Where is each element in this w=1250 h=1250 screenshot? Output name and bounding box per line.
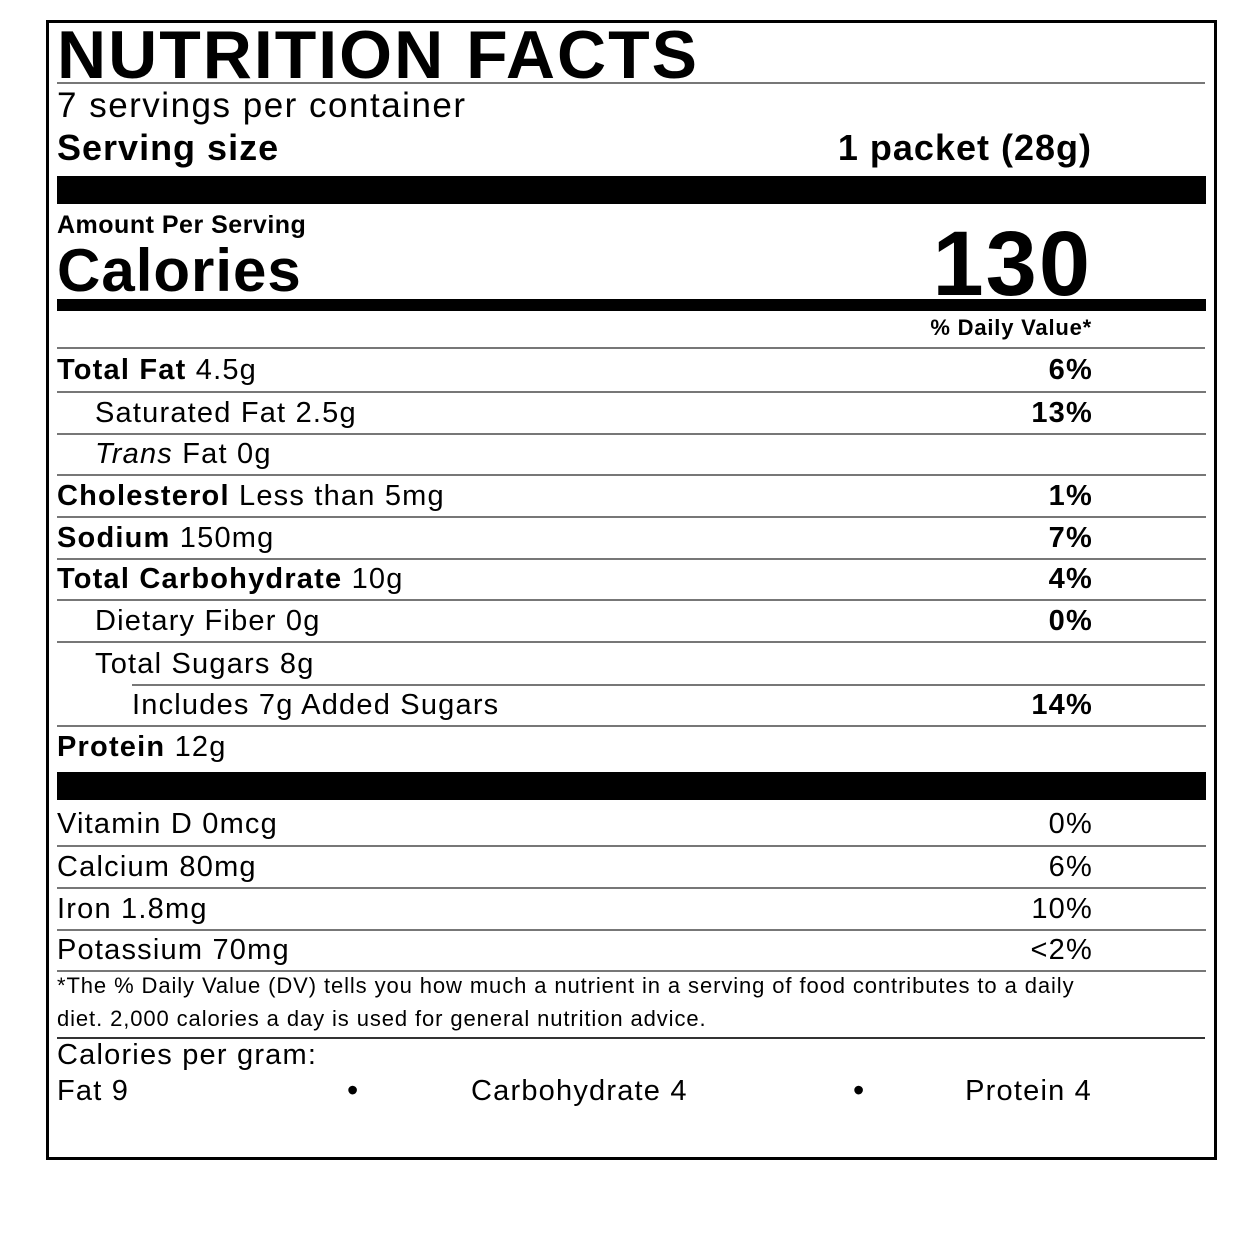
nutrient-name: Fat bbox=[182, 438, 228, 470]
medium-divider bbox=[57, 299, 1206, 311]
footnote-line-2: diet. 2,000 calories a day is used for g… bbox=[57, 1006, 707, 1031]
nutrient-amount: 70mg bbox=[212, 934, 290, 966]
nutrient-amount: 0mcg bbox=[202, 808, 278, 840]
divider bbox=[57, 82, 1205, 84]
nutrient-row-sodium: Sodium 150mg 7% bbox=[57, 518, 1206, 560]
nutrient-amount: 1.8mg bbox=[121, 892, 208, 925]
amount-per-serving: Amount Per Serving bbox=[57, 211, 307, 239]
calories-per-gram-protein: Protein 4 bbox=[965, 1075, 1092, 1107]
nutrient-row-dietary-fiber: Dietary Fiber 0g 0% bbox=[57, 601, 1206, 643]
nutrient-dv: <2% bbox=[1030, 934, 1093, 966]
micronutrient-row-iron: Iron 1.8mg 10% bbox=[57, 889, 1206, 931]
nutrient-amount: 10g bbox=[351, 563, 404, 595]
micronutrient-row-vitamin-d: Vitamin D 0mcg 0% bbox=[57, 804, 1206, 847]
nutrient-row-total-carbohydrate: Total Carbohydrate 10g 4% bbox=[57, 560, 1206, 601]
nutrition-label-frame bbox=[46, 20, 1217, 1160]
divider bbox=[132, 684, 1205, 686]
nutrient-row-total-sugars: Total Sugars 8g bbox=[57, 643, 1206, 685]
bullet-separator: • bbox=[853, 1072, 865, 1108]
nutrient-dv: 7% bbox=[1048, 521, 1093, 554]
calories-value: 130 bbox=[932, 213, 1092, 315]
nutrient-row-cholesterol: Cholesterol Less than 5mg 1% bbox=[57, 476, 1206, 518]
daily-value-header: % Daily Value* bbox=[930, 315, 1092, 340]
serving-size-label: Serving size bbox=[57, 127, 280, 168]
nutrient-name: Total Fat bbox=[57, 353, 187, 386]
calories-per-gram-carbohydrate: Carbohydrate 4 bbox=[471, 1075, 688, 1107]
nutrient-dv: 6% bbox=[1048, 353, 1093, 386]
nutrient-name: Dietary Fiber bbox=[95, 604, 277, 637]
divider bbox=[57, 347, 1205, 349]
nutrient-name: Calcium bbox=[57, 850, 171, 883]
nutrient-name: Cholesterol bbox=[57, 479, 230, 512]
nutrient-name: Vitamin D bbox=[57, 808, 193, 840]
nutrient-dv: 1% bbox=[1048, 479, 1093, 512]
nutrient-name: Saturated Fat bbox=[95, 396, 287, 429]
thick-divider bbox=[57, 772, 1206, 800]
nutrient-name: Potassium bbox=[57, 934, 204, 966]
footnote-line-1: *The % Daily Value (DV) tells you how mu… bbox=[57, 973, 1075, 998]
nutrient-row-total-fat: Total Fat 4.5g 6% bbox=[57, 349, 1206, 393]
nutrient-amount: 2.5g bbox=[295, 396, 357, 429]
nutrient-dv: 13% bbox=[1031, 396, 1093, 429]
nutrient-amount: 80mg bbox=[179, 850, 257, 883]
nutrient-row-added-sugars: Includes 7g Added Sugars 14% bbox=[57, 686, 1206, 727]
nutrient-row-protein: Protein 12g bbox=[57, 727, 1206, 767]
micronutrient-row-calcium: Calcium 80mg 6% bbox=[57, 847, 1206, 889]
nutrient-amount: Less than 5mg bbox=[239, 479, 445, 512]
nutrient-amount: 4.5g bbox=[195, 353, 257, 386]
servings-per-container: 7 servings per container bbox=[57, 86, 467, 125]
calories-per-gram-label: Calories per gram: bbox=[57, 1039, 318, 1071]
nutrient-name: Total Sugars bbox=[95, 647, 271, 680]
nutrient-name: Sodium bbox=[57, 521, 171, 554]
nutrient-dv: 0% bbox=[1048, 808, 1093, 840]
nutrient-amount: 150mg bbox=[179, 521, 275, 554]
nutrient-name: Includes 7g Added Sugars bbox=[132, 689, 500, 721]
nutrient-dv: 10% bbox=[1031, 892, 1093, 925]
nutrient-name: Total Carbohydrate bbox=[57, 563, 343, 595]
label-title: NUTRITION FACTS bbox=[57, 17, 699, 93]
micronutrient-row-potassium: Potassium 70mg <2% bbox=[57, 931, 1206, 972]
nutrient-row-saturated-fat: Saturated Fat 2.5g 13% bbox=[57, 393, 1206, 435]
nutrient-dv: 4% bbox=[1048, 563, 1093, 595]
calories-label: Calories bbox=[57, 237, 302, 304]
nutrient-name-italic: Trans bbox=[95, 438, 173, 470]
nutrient-name: Protein bbox=[57, 730, 166, 763]
nutrient-amount: 0g bbox=[285, 604, 321, 637]
nutrient-dv: 14% bbox=[1031, 689, 1093, 721]
nutrient-name: Iron bbox=[57, 892, 112, 925]
divider bbox=[57, 1037, 1205, 1039]
serving-size-value: 1 packet (28g) bbox=[837, 127, 1092, 168]
calories-per-gram-fat: Fat 9 bbox=[57, 1075, 130, 1107]
thick-divider bbox=[57, 176, 1206, 204]
nutrient-amount: 8g bbox=[279, 647, 315, 680]
nutrient-amount: 0g bbox=[237, 438, 272, 470]
nutrient-row-trans-fat: Trans Fat 0g bbox=[57, 435, 1206, 476]
nutrient-dv: 6% bbox=[1048, 850, 1093, 883]
nutrient-dv: 0% bbox=[1048, 604, 1093, 637]
bullet-separator: • bbox=[347, 1072, 359, 1108]
nutrient-amount: 12g bbox=[174, 730, 227, 763]
